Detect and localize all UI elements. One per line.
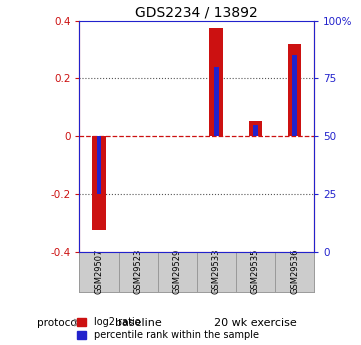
Text: baseline: baseline: [115, 318, 161, 327]
Bar: [92, 136, 106, 230]
Bar: [97, 136, 101, 194]
Text: GSM29523: GSM29523: [134, 249, 143, 294]
Text: GSM29507: GSM29507: [95, 249, 104, 294]
Bar: [209, 28, 223, 136]
Bar: [288, 44, 301, 136]
Bar: [249, 121, 262, 136]
Legend: log2 ratio, percentile rank within the sample: log2 ratio, percentile rank within the s…: [77, 317, 258, 340]
Bar: [292, 56, 297, 136]
Text: protocol: protocol: [37, 318, 79, 327]
Text: GSM29529: GSM29529: [173, 249, 182, 294]
Text: GSM29535: GSM29535: [251, 249, 260, 294]
Title: GDS2234 / 13892: GDS2234 / 13892: [135, 6, 258, 20]
Text: GSM29536: GSM29536: [290, 249, 299, 294]
Text: GSM29533: GSM29533: [212, 249, 221, 294]
Bar: [214, 67, 219, 136]
Bar: [253, 125, 258, 136]
Text: 20 wk exercise: 20 wk exercise: [214, 318, 297, 327]
